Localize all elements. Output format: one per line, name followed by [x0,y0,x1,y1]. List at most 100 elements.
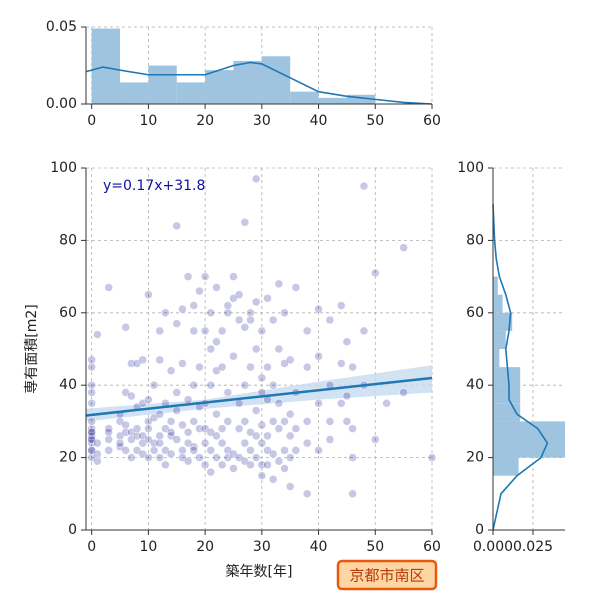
point [166,449,176,459]
point [251,344,261,354]
y-tick-label: 20 [59,450,77,466]
point [121,323,130,332]
point [359,326,369,336]
point [217,326,227,336]
point [121,446,130,455]
point [285,453,295,462]
y-tick-label: 80 [59,232,77,248]
point [104,435,113,444]
point [325,315,335,325]
point [246,446,255,455]
x-tick-label: 10 [139,539,157,555]
point [200,460,210,470]
x-tick-label: 20 [196,113,214,129]
point [302,489,312,499]
histogram-bar [120,82,149,104]
point [234,315,244,325]
point [427,453,437,462]
point [274,456,284,466]
point [161,308,170,318]
x-tick-label: 10 [139,113,157,129]
point [155,453,164,462]
point [195,453,204,462]
point [399,388,408,397]
point [195,286,204,296]
point [189,417,199,426]
point [87,399,96,408]
point [229,464,238,473]
point [314,304,323,314]
x-tick-label: 30 [253,539,271,555]
point [268,475,278,484]
point [183,272,193,281]
point [325,435,335,444]
point [155,438,164,448]
point [314,351,323,361]
point [280,464,289,473]
point [132,424,142,433]
point [246,362,255,372]
histogram-bar [346,94,376,104]
point [223,388,233,397]
y-tick-label: 100 [50,160,77,176]
point [206,467,216,477]
point [189,380,199,390]
point [285,409,295,419]
point [336,359,346,368]
point [144,424,153,433]
point [348,489,357,499]
point [200,438,210,448]
point [161,460,170,470]
point [87,424,96,433]
histogram-bar [176,82,206,104]
point [155,409,164,419]
point [87,362,96,372]
point [291,424,301,433]
point [93,456,102,466]
point [371,435,380,444]
x-tick-label: 30 [253,113,271,129]
point [217,362,227,372]
point [87,417,96,426]
point [257,326,267,336]
y-tick-label: 60 [59,305,77,321]
point [189,301,199,310]
point [268,315,278,325]
point [223,301,233,310]
point [268,449,278,459]
histogram-bar [493,349,500,368]
point [246,460,255,470]
point [87,355,96,365]
y-tick-label: 100 [457,160,484,176]
point [342,391,352,401]
point [178,446,187,455]
point [212,453,221,462]
point [257,420,267,430]
point [149,380,159,390]
x-tick-label: 0.025 [513,539,553,555]
y-tick-label: 20 [466,450,484,466]
trend-line [85,376,433,417]
point [263,431,272,441]
point [274,399,284,408]
x-tick-label: 0 [87,539,96,555]
histogram-bar [261,56,291,104]
point [212,409,221,419]
histogram-bar [493,439,565,458]
histogram-bar [493,457,519,476]
point [348,453,357,462]
point [166,417,176,426]
kde-curve [85,61,433,105]
point [93,438,102,448]
histogram-bar [493,330,506,349]
point [285,431,295,441]
point [155,355,164,365]
point [280,446,289,455]
point [189,442,199,451]
point [246,308,255,318]
point [155,326,164,336]
histogram-bar [493,294,503,313]
histogram-bar [493,276,498,295]
point [206,380,216,390]
y-tick-label: 0.05 [46,19,77,35]
